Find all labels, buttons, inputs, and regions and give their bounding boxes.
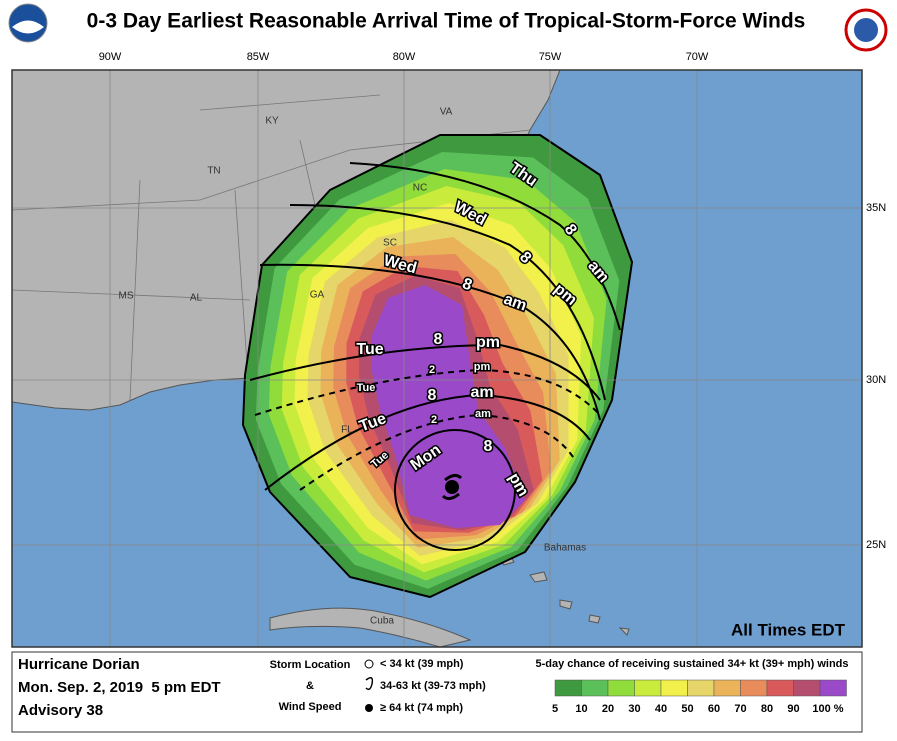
symbol-hurricane xyxy=(365,704,373,712)
isochrone xyxy=(349,162,621,331)
advisory-time: Mon. Sep. 2, 2019 5 pm EDT xyxy=(18,679,221,696)
probability-ring xyxy=(372,285,525,528)
legend-label: 30 xyxy=(628,703,640,715)
time-note: All Times EDT xyxy=(731,620,846,639)
title: 0-3 Day Earliest Reasonable Arrival Time… xyxy=(87,10,806,33)
key-item: ≥ 64 kt (74 mph) xyxy=(380,702,463,714)
legend-label: 60 xyxy=(708,703,720,715)
key-item: < 34 kt (39 mph) xyxy=(380,658,464,670)
advisory-number: Advisory 38 xyxy=(18,702,103,719)
arrival-label: pm xyxy=(474,361,491,373)
key-title: Wind Speed xyxy=(279,701,342,713)
arrival-label: 8 xyxy=(434,331,443,348)
arrival-label: 8 xyxy=(428,387,437,404)
key-item: 34-63 kt (39-73 mph) xyxy=(380,680,486,692)
legend-swatch xyxy=(819,679,847,697)
arrival-label: Tue xyxy=(357,382,376,394)
state-borders xyxy=(12,94,531,401)
bahamas-islands xyxy=(479,527,630,636)
latitude-label: 30N xyxy=(866,374,886,386)
arrival-label: pm xyxy=(476,334,500,351)
isochrone xyxy=(249,343,601,401)
legend-swatch xyxy=(687,679,715,697)
latitude-label: 35N xyxy=(866,202,886,214)
longitude-label: 70W xyxy=(686,51,709,63)
probability-areas xyxy=(242,134,633,598)
longitude-label: 75W xyxy=(539,51,562,63)
place-label: MS xyxy=(119,291,134,302)
place-label: GA xyxy=(310,290,325,301)
legend-swatch xyxy=(660,679,688,697)
place-label: Cuba xyxy=(370,616,394,627)
key-title: & xyxy=(306,680,314,692)
legend-swatch xyxy=(634,679,662,697)
map-frame xyxy=(11,69,863,648)
place-label: KY xyxy=(265,116,279,127)
probability-legend: 5 10 20 30 40 50 60 70 80 90 100 % xyxy=(552,679,847,715)
arrival-label: 2 xyxy=(431,414,437,426)
isochrone-dashed xyxy=(254,368,601,416)
latitude-label: 25N xyxy=(866,539,886,551)
place-label: SC xyxy=(383,238,397,249)
legend-swatch xyxy=(713,679,741,697)
graticule xyxy=(12,70,862,647)
isochrone xyxy=(259,263,601,421)
nws-logo-inner xyxy=(854,18,878,42)
legend-swatch xyxy=(766,679,794,697)
symbol-ts xyxy=(365,677,374,691)
cuba xyxy=(269,607,472,647)
legend-swatch xyxy=(581,679,609,697)
legend-label: 80 xyxy=(761,703,773,715)
longitude-label: 80W xyxy=(393,51,416,63)
arrival-label: 8 xyxy=(484,438,493,455)
arrival-label: Tue xyxy=(356,341,383,358)
place-label: FL xyxy=(341,425,353,436)
legend-label: 10 xyxy=(575,703,587,715)
arrival-label: am xyxy=(475,408,491,420)
place-label: Bahamas xyxy=(544,543,586,554)
longitude-label: 90W xyxy=(99,51,122,63)
isochrone xyxy=(289,204,606,401)
legend-label: 50 xyxy=(681,703,693,715)
arrival-label: 2 xyxy=(429,364,435,376)
legend-swatch xyxy=(607,679,635,697)
storm-location xyxy=(445,480,459,494)
legend-label: 70 xyxy=(734,703,746,715)
arrival-isochrones xyxy=(249,162,621,551)
noaa-logo-bird xyxy=(12,20,44,34)
probability-title: 5-day chance of receiving sustained 34+ … xyxy=(536,658,849,670)
storm-name: Hurricane Dorian xyxy=(18,656,140,673)
longitude-label: 85W xyxy=(247,51,270,63)
place-label: AL xyxy=(190,293,203,304)
legend-label: 40 xyxy=(655,703,667,715)
legend-label: 20 xyxy=(602,703,614,715)
legend-swatch xyxy=(740,679,768,697)
place-label: NC xyxy=(413,183,427,194)
legend-swatch xyxy=(793,679,821,697)
isochrone xyxy=(264,393,591,491)
legend-label: 100 % xyxy=(812,703,843,715)
place-label: VA xyxy=(440,107,453,118)
symbol-weak xyxy=(364,659,374,669)
key-title: Storm Location xyxy=(270,659,351,671)
legend-swatch xyxy=(554,679,582,697)
legend-label: 90 xyxy=(787,703,799,715)
arrival-label: am xyxy=(470,384,493,401)
place-label: TN xyxy=(207,166,220,177)
isochrone-circle xyxy=(394,429,516,551)
hurricane-symbol xyxy=(441,473,463,501)
legend-label: 5 xyxy=(552,703,558,715)
